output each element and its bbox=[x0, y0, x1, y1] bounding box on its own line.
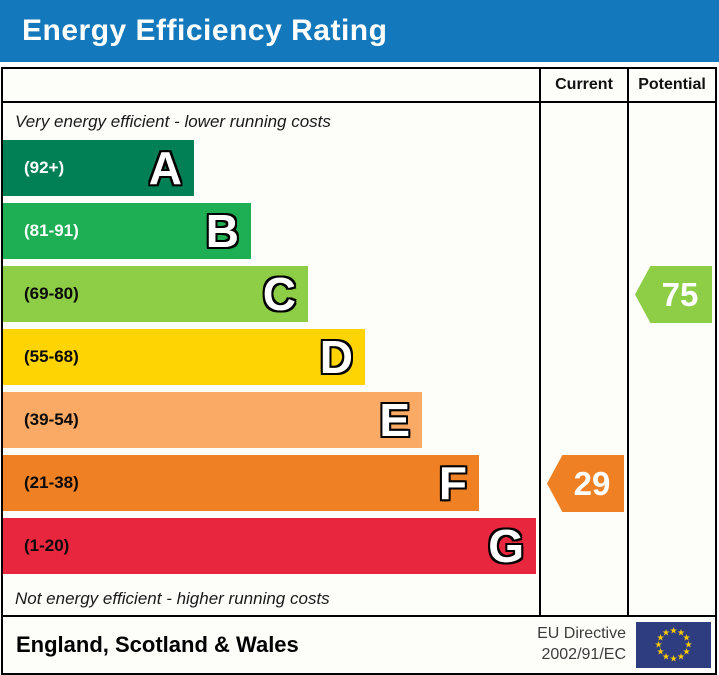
top-caption: Very energy efficient - lower running co… bbox=[15, 111, 331, 131]
eu-flag-star: ★ bbox=[661, 651, 671, 662]
eu-flag-star: ★ bbox=[682, 632, 691, 643]
band-letter-C: C bbox=[262, 268, 296, 320]
potential-column-header: Potential bbox=[638, 76, 706, 93]
band-range-label-E: (39-54) bbox=[24, 410, 79, 429]
rating-table: Current Potential Very energy efficient … bbox=[1, 67, 717, 617]
band-letter-F: F bbox=[438, 457, 467, 509]
band-letter-E: E bbox=[379, 394, 410, 446]
current-rating-marker: 29 bbox=[547, 455, 624, 512]
eu-flag-star: ★ bbox=[676, 651, 686, 662]
eu-flag-star: ★ bbox=[656, 646, 665, 657]
band-row-A: (92+) A bbox=[3, 140, 539, 203]
eu-flag-star: ★ bbox=[654, 639, 663, 650]
band-bar-F: (21-38) F bbox=[3, 455, 479, 511]
eu-flag-icon: ★ ★ ★ ★ ★ ★ ★ ★ ★ ★ ★ ★ bbox=[636, 622, 711, 668]
band-letter-G: G bbox=[488, 520, 524, 572]
eu-flag-star: ★ bbox=[682, 646, 691, 657]
eu-directive-label: EU Directive 2002/91/EC bbox=[537, 624, 636, 666]
potential-column: 75 bbox=[629, 103, 715, 615]
band-row-B: (81-91) B bbox=[3, 203, 539, 266]
eu-directive-line1: EU Directive bbox=[537, 625, 626, 643]
band-range-label-C: (69-80) bbox=[24, 284, 79, 303]
band-range-label-B: (81-91) bbox=[24, 221, 79, 240]
current-column-header: Current bbox=[541, 69, 629, 101]
current-column: 29 bbox=[541, 103, 629, 615]
region-label: England, Scotland & Wales bbox=[16, 632, 299, 657]
band-letter-A: A bbox=[148, 142, 182, 194]
current-rating-marker-value: 29 bbox=[573, 465, 611, 502]
band-row-D: (55-68) D bbox=[3, 329, 539, 392]
bottom-caption: Not energy efficient - higher running co… bbox=[15, 588, 330, 608]
band-letter-D: D bbox=[319, 331, 353, 383]
page-title: Energy Efficiency Rating bbox=[22, 14, 388, 47]
eu-flag-star: ★ bbox=[684, 639, 693, 650]
band-bar-D: (55-68) D bbox=[3, 329, 365, 385]
band-bar-G: (1-20) G bbox=[3, 518, 536, 574]
band-letter-B: B bbox=[205, 205, 239, 257]
band-list: (92+) A (81-91) B (69-80) C (55-68) D (39-54) E (2… bbox=[3, 140, 539, 581]
potential-rating-marker: 75 bbox=[635, 266, 712, 323]
potential-rating-marker-value: 75 bbox=[661, 276, 699, 313]
band-bar-A: (92+) A bbox=[3, 140, 194, 196]
eu-flag-star: ★ bbox=[669, 653, 678, 664]
band-bar-E: (39-54) E bbox=[3, 392, 422, 448]
table-header-row: Current Potential bbox=[3, 69, 715, 103]
band-bar-B: (81-91) B bbox=[3, 203, 251, 259]
table-body: Very energy efficient - lower running co… bbox=[3, 103, 715, 615]
header-spacer-cell bbox=[3, 69, 541, 101]
eu-directive-line2: 2002/91/EC bbox=[541, 646, 626, 663]
band-range-label-F: (21-38) bbox=[24, 473, 79, 492]
footer-bar: England, Scotland & Wales EU Directive 2… bbox=[1, 617, 717, 675]
band-row-E: (39-54) E bbox=[3, 392, 539, 455]
band-range-label-A: (92+) bbox=[24, 158, 65, 177]
band-bar-C: (69-80) C bbox=[3, 266, 308, 322]
band-range-label-G: (1-20) bbox=[24, 536, 70, 555]
eu-flag-star: ★ bbox=[669, 625, 678, 636]
eu-flag-star: ★ bbox=[656, 632, 665, 643]
band-row-C: (69-80) C bbox=[3, 266, 539, 329]
bands-column: Very energy efficient - lower running co… bbox=[3, 103, 541, 615]
band-row-F: (21-38) F bbox=[3, 455, 539, 518]
eu-flag-star: ★ bbox=[676, 627, 686, 638]
title-bar: Energy Efficiency Rating bbox=[0, 0, 719, 62]
eu-flag-star: ★ bbox=[661, 627, 671, 638]
band-range-label-D: (55-68) bbox=[24, 347, 79, 366]
band-row-G: (1-20) G bbox=[3, 518, 539, 581]
